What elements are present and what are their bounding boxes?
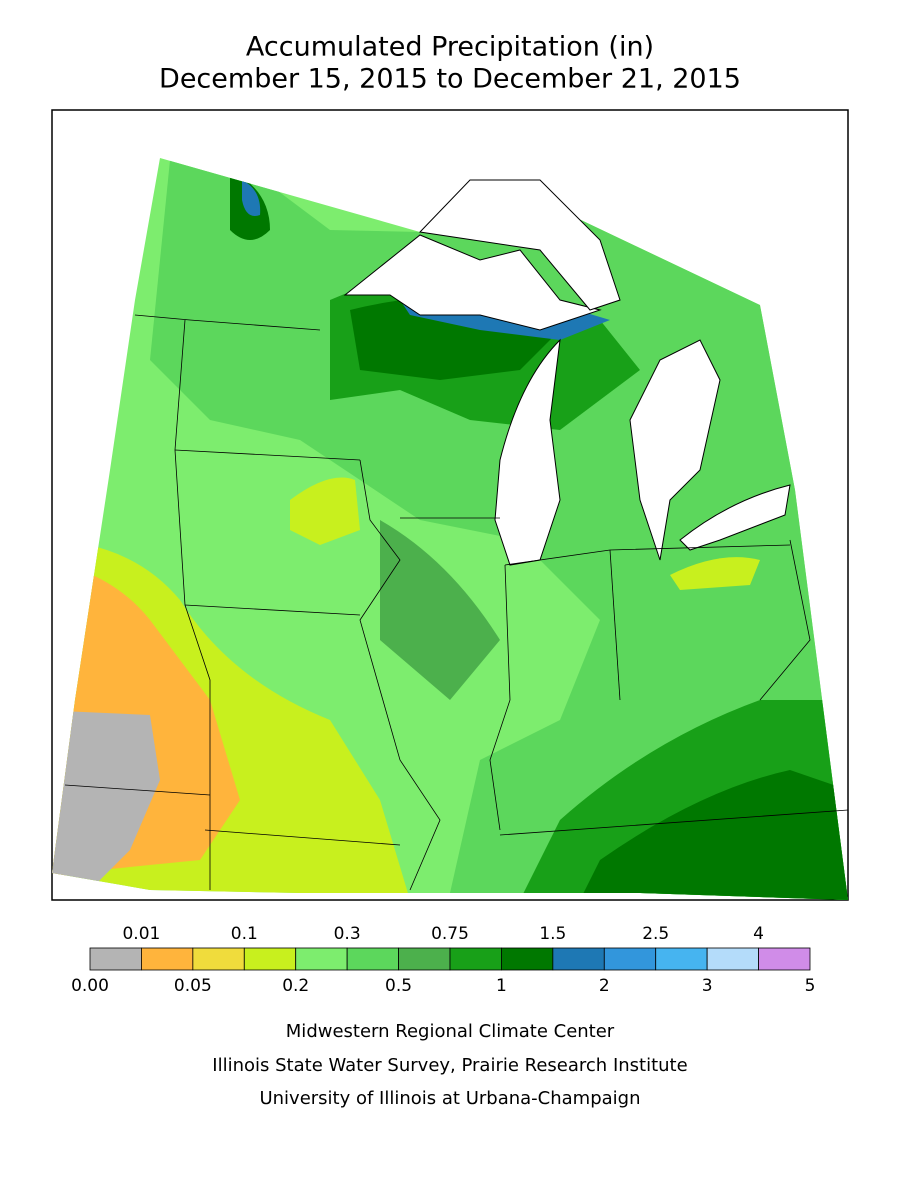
legend-label: 0.3 — [334, 924, 361, 944]
legend-label: 0.05 — [174, 976, 212, 996]
legend-label: 1.5 — [539, 924, 566, 944]
boundaries — [64, 314, 849, 891]
legend-swatch — [758, 947, 811, 971]
legend-swatch — [603, 947, 657, 971]
legend-label: 3 — [702, 976, 713, 996]
legend-swatch — [243, 947, 297, 971]
legend-swatch — [192, 947, 245, 971]
legend-label: 5 — [805, 976, 816, 996]
legend-swatch — [449, 947, 502, 971]
legend-label: 2 — [599, 976, 610, 996]
legend-label: 0.2 — [282, 976, 309, 996]
title: Accumulated Precipitation (in) — [246, 32, 654, 63]
credit-line: University of Illinois at Urbana-Champai… — [259, 1088, 640, 1109]
legend-label: 0.00 — [71, 976, 109, 996]
credit-line: Illinois State Water Survey, Prairie Res… — [212, 1055, 687, 1076]
legend-label: 0.5 — [385, 976, 412, 996]
legend-swatch — [501, 947, 554, 971]
legend-swatch — [141, 947, 194, 971]
legend-swatch — [89, 947, 142, 971]
legend-swatch — [346, 947, 399, 971]
legend-swatch — [655, 947, 708, 971]
legend-label: 0.75 — [431, 924, 469, 944]
legend-swatch — [398, 947, 451, 971]
legend-swatch — [295, 947, 348, 971]
map — [51, 109, 849, 901]
credit-line: Midwestern Regional Climate Center — [286, 1021, 615, 1042]
legend-label: 0.1 — [231, 924, 258, 944]
legend-label: 4 — [753, 924, 764, 944]
legend-label: 2.5 — [642, 924, 669, 944]
legend-label: 1 — [496, 976, 507, 996]
legend: 0.01 0.1 0.3 0.75 1.5 2.5 4 0.00 0.05 0.2 0.5 1 2 3 5 — [71, 924, 815, 996]
legend-swatch — [552, 947, 605, 971]
lakes — [343, 179, 791, 566]
subtitle: December 15, 2015 to December 21, 2015 — [159, 64, 741, 95]
legend-label: 0.01 — [122, 924, 160, 944]
legend-swatch — [706, 947, 759, 971]
